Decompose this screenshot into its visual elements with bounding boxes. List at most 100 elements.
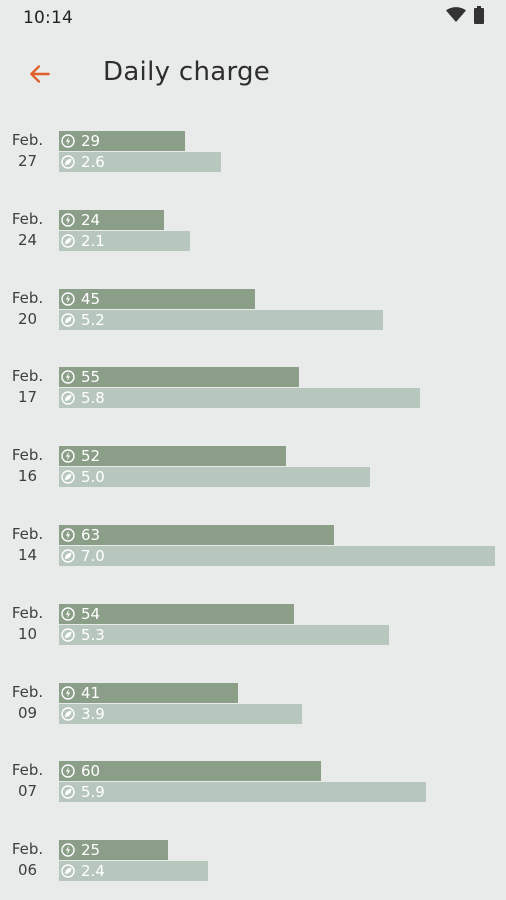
chart-row: Feb. 20 45 5.2 xyxy=(0,278,506,338)
date-month: Feb. xyxy=(11,603,44,622)
date-month: Feb. xyxy=(11,288,44,307)
charge-bolt-icon xyxy=(61,528,75,542)
charge-bolt-icon xyxy=(61,213,75,227)
date-month: Feb. xyxy=(11,761,44,780)
charge-bolt-icon xyxy=(61,370,75,385)
date-day: 09 xyxy=(17,703,38,722)
date-day: 27 xyxy=(17,152,38,170)
date-label: Feb. 20 xyxy=(0,288,55,330)
date-day: 24 xyxy=(17,230,38,249)
energy-bar: 54 xyxy=(59,603,294,624)
bar-value-label: 24 xyxy=(81,210,101,229)
charge-bar: 5.3 xyxy=(59,624,389,645)
charge-bar: 2.1 xyxy=(59,230,190,251)
bar-value-label: 2.4 xyxy=(81,862,105,881)
date-label: Feb. 10 xyxy=(0,603,55,645)
chart-row: Feb. 07 60 5.9 xyxy=(0,750,506,810)
date-day: 17 xyxy=(17,388,38,407)
bar-value-label: 60 xyxy=(81,762,101,781)
bar-value-label: 2.1 xyxy=(81,231,105,250)
charge-bar: 5.9 xyxy=(59,782,426,803)
date-label: Feb. 14 xyxy=(0,524,55,566)
date-label: Feb. 16 xyxy=(0,445,55,487)
energy-bar: 60 xyxy=(59,761,321,782)
energy-bar: 52 xyxy=(59,446,286,467)
charge-bolt-icon xyxy=(61,843,75,857)
date-month: Feb. xyxy=(11,840,44,859)
energy-bar: 55 xyxy=(59,367,299,388)
energy-leaf-icon xyxy=(61,785,75,800)
bar-value-label: 5.0 xyxy=(81,468,105,487)
date-day: 14 xyxy=(17,546,38,564)
date-day: 20 xyxy=(17,309,38,328)
chart-row: Feb. 27 29 2.6 xyxy=(0,120,506,180)
chart-row: Feb. 14 63 7.0 xyxy=(0,514,506,574)
energy-leaf-icon xyxy=(61,391,75,406)
daily-charge-chart: Feb. 27 29 2.6 Feb. 24 24 2.1 Feb. 20 45 5.2 Feb. 17 5… xyxy=(0,120,506,900)
energy-leaf-icon xyxy=(61,234,75,248)
date-month: Feb. xyxy=(11,209,44,228)
charge-bolt-icon xyxy=(61,291,75,306)
chart-row: Feb. 17 55 5.8 xyxy=(0,356,506,416)
charge-bolt-icon xyxy=(61,685,75,700)
energy-leaf-icon xyxy=(61,470,75,484)
energy-leaf-icon xyxy=(61,312,75,327)
charge-bar: 7.0 xyxy=(59,546,495,566)
bar-value-label: 25 xyxy=(81,841,101,860)
bar-value-label: 5.2 xyxy=(81,310,105,329)
bar-value-label: 2.6 xyxy=(81,153,105,171)
date-label: Feb. 06 xyxy=(0,839,55,881)
charge-bar: 2.4 xyxy=(59,861,208,882)
date-day: 16 xyxy=(17,467,38,486)
energy-bar: 41 xyxy=(59,682,238,703)
chart-row: Feb. 10 54 5.3 xyxy=(0,593,506,653)
date-label: Feb. 07 xyxy=(0,760,55,802)
charge-bar: 5.0 xyxy=(59,467,370,488)
date-label: Feb. 09 xyxy=(0,682,55,724)
energy-leaf-icon xyxy=(61,549,75,563)
charge-bolt-icon xyxy=(61,607,75,621)
energy-leaf-icon xyxy=(61,706,75,721)
battery-icon xyxy=(474,6,484,28)
bar-value-label: 5.8 xyxy=(81,389,105,408)
bar-value-label: 3.9 xyxy=(81,704,105,723)
bar-value-label: 45 xyxy=(81,289,101,308)
date-day: 06 xyxy=(17,861,38,880)
energy-leaf-icon xyxy=(61,864,75,878)
status-bar: 10:14 xyxy=(0,0,506,36)
bar-value-label: 63 xyxy=(81,526,101,544)
app-bar: Daily charge xyxy=(0,40,506,110)
date-month: Feb. xyxy=(11,367,44,386)
chart-row: Feb. 16 52 5.0 xyxy=(0,435,506,495)
bar-value-label: 5.9 xyxy=(81,783,105,802)
bar-value-label: 7.0 xyxy=(81,547,105,565)
bar-value-label: 52 xyxy=(81,447,101,466)
status-icons xyxy=(446,6,484,28)
charge-bar: 5.8 xyxy=(59,388,420,409)
date-day: 10 xyxy=(17,624,38,643)
back-button[interactable] xyxy=(22,58,58,94)
charge-bolt-icon xyxy=(61,134,75,148)
charge-bolt-icon xyxy=(61,764,75,779)
chart-row: Feb. 09 41 3.9 xyxy=(0,672,506,732)
energy-leaf-icon xyxy=(61,628,75,642)
date-month: Feb. xyxy=(11,525,44,543)
date-day: 07 xyxy=(17,782,38,801)
arrow-left-icon xyxy=(27,61,53,91)
date-month: Feb. xyxy=(11,131,44,149)
energy-bar: 63 xyxy=(59,525,334,545)
charge-bolt-icon xyxy=(61,449,75,463)
chart-row: Feb. 24 24 2.1 xyxy=(0,199,506,259)
bar-value-label: 41 xyxy=(81,683,101,702)
page-title: Daily charge xyxy=(103,57,271,87)
date-month: Feb. xyxy=(11,446,44,465)
energy-bar: 29 xyxy=(59,131,185,151)
bar-value-label: 55 xyxy=(81,368,101,387)
bar-value-label: 54 xyxy=(81,604,101,623)
chart-row: Feb. 06 25 2.4 xyxy=(0,829,506,889)
bar-value-label: 5.3 xyxy=(81,625,105,644)
date-label: Feb. 24 xyxy=(0,209,55,251)
energy-bar: 24 xyxy=(59,209,164,230)
energy-bar: 25 xyxy=(59,840,168,861)
energy-leaf-icon xyxy=(61,155,75,169)
